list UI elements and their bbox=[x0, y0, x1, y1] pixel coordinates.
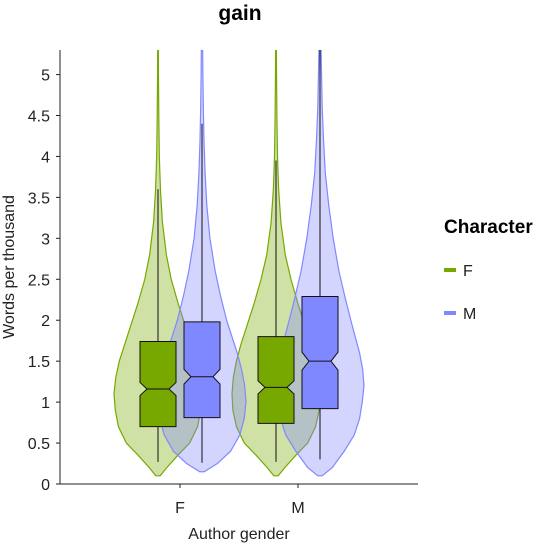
legend: Character FM bbox=[444, 217, 533, 323]
y-tick-label: 4.5 bbox=[28, 109, 50, 126]
y-tick-label: 4 bbox=[41, 149, 50, 166]
plot-area bbox=[113, 50, 365, 477]
y-axis-title: Words per thousand bbox=[1, 195, 18, 339]
y-tick-label: 2 bbox=[41, 313, 50, 330]
y-tick-label: 1 bbox=[41, 395, 50, 412]
box-m-char-f-author bbox=[183, 321, 221, 419]
y-axis-ticks: 0 0.5 1 1.5 2 2.5 3 3.5 4 4.5 5 bbox=[28, 68, 60, 494]
box-m-char-m-author bbox=[301, 295, 339, 410]
y-tick-label: 0.5 bbox=[28, 436, 50, 453]
legend-label-f: F bbox=[463, 263, 473, 280]
box-f-char-f-author bbox=[139, 341, 177, 428]
y-tick-label: 2.5 bbox=[28, 272, 50, 289]
y-tick-label: 1.5 bbox=[28, 354, 50, 371]
chart-title: gain bbox=[218, 2, 261, 25]
x-axis-title: Author gender bbox=[188, 526, 290, 543]
legend-label-m: M bbox=[463, 306, 476, 323]
x-tick-label: F bbox=[175, 500, 185, 517]
box-f-char-m-author bbox=[257, 336, 295, 424]
legend-title: Character bbox=[444, 217, 533, 238]
y-tick-label: 5 bbox=[41, 68, 50, 85]
y-tick-label: 3 bbox=[41, 231, 50, 248]
legend-items: FM bbox=[444, 263, 476, 323]
x-tick-label: M bbox=[291, 500, 304, 517]
y-tick-label: 0 bbox=[41, 477, 50, 494]
y-tick-label: 3.5 bbox=[28, 190, 50, 207]
